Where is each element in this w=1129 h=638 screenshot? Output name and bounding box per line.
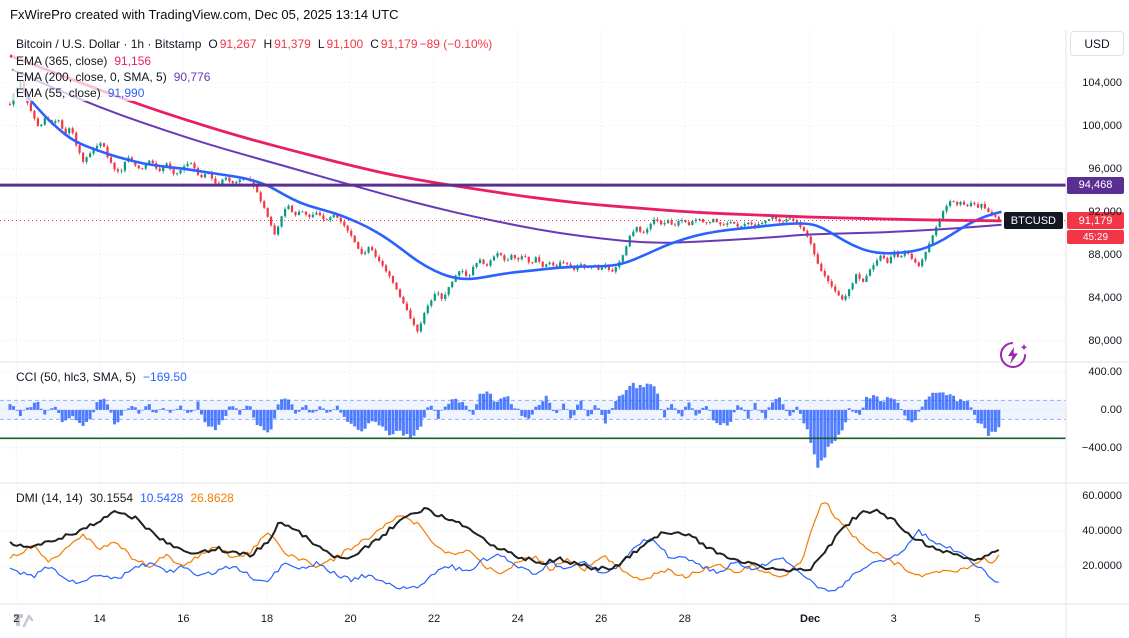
price-axis-label[interactable]: 104,000: [1082, 76, 1122, 89]
symbol-legend[interactable]: Bitcoin / U.S. Dollar · 1h · Bitstamp O …: [12, 36, 497, 52]
change-value: −89 (−0.10%): [419, 37, 493, 51]
high-label: H: [263, 37, 273, 51]
ema55-value: 91,990: [107, 86, 145, 100]
dmi-plus-value: 10.5428: [140, 491, 184, 505]
tradingview-logo[interactable]: [12, 608, 34, 630]
cci-axis-label[interactable]: −400.00: [1081, 441, 1122, 454]
page-title: FxWirePro created with TradingView.com, …: [10, 7, 399, 22]
price-badge: 91,179: [1067, 212, 1124, 229]
time-axis-label[interactable]: 2: [13, 613, 20, 625]
low-label: L: [317, 37, 325, 51]
countdown-badge: 45:29: [1067, 230, 1124, 244]
symbol-title: Bitcoin / U.S. Dollar · 1h · Bitstamp: [16, 37, 202, 51]
price-axis-label[interactable]: 96,000: [1088, 162, 1122, 175]
cci-label: CCI (50, hlc3, SMA, 5): [16, 370, 137, 384]
ema200-value: 90,776: [173, 70, 211, 84]
price-axis-label[interactable]: 88,000: [1088, 248, 1122, 261]
low-value: 91,100: [326, 37, 364, 51]
dmi-adx-value: 30.1554: [89, 491, 134, 505]
countdown-value: 45:29: [1082, 231, 1109, 243]
ema55-label: EMA (55, close): [16, 86, 101, 100]
price-axis-label[interactable]: 84,000: [1088, 291, 1122, 304]
dmi-legend[interactable]: DMI (14, 14) 30.1554 10.5428 26.8628: [12, 490, 238, 506]
price-axis-label[interactable]: 100,000: [1082, 119, 1122, 132]
open-label: O: [208, 37, 218, 51]
price-axis-label[interactable]: 80,000: [1088, 334, 1122, 347]
time-axis-label[interactable]: 14: [93, 613, 106, 625]
cci-axis-label[interactable]: 400.00: [1088, 365, 1122, 378]
time-axis-label[interactable]: 24: [511, 613, 524, 625]
time-axis-label[interactable]: 3: [890, 613, 897, 625]
cci-axis-label[interactable]: 0.00: [1100, 403, 1122, 416]
ema365-legend[interactable]: EMA (365, close) 91,156: [12, 53, 156, 69]
ema365-value: 91,156: [114, 54, 152, 68]
high-value: 91,379: [274, 37, 311, 51]
cci-value: −169.50: [143, 370, 187, 384]
ticker-badge[interactable]: BTCUSD: [1003, 212, 1063, 229]
flash-boost-icon[interactable]: [996, 340, 1030, 372]
close-label: C: [370, 37, 379, 51]
ticker-badge-value: BTCUSD: [1010, 214, 1056, 227]
dmi-axis-label[interactable]: 60.0000: [1082, 489, 1122, 502]
dmi-axis-label[interactable]: 20.0000: [1082, 559, 1122, 572]
time-axis-label[interactable]: 22: [427, 613, 441, 625]
price-axis-label[interactable]: 92,000: [1088, 205, 1122, 218]
level-badge-value: 94,468: [1078, 179, 1113, 192]
ema200-label: EMA (200, close, 0, SMA, 5): [16, 70, 167, 84]
level-badge: 94,468: [1067, 176, 1124, 194]
time-axis-label[interactable]: 18: [260, 613, 274, 625]
time-axis-label[interactable]: Dec: [800, 613, 821, 625]
time-axis-label[interactable]: 16: [177, 613, 190, 625]
time-axis-label[interactable]: 26: [595, 613, 608, 625]
close-value: 91,179: [380, 37, 418, 51]
time-axis-label[interactable]: 28: [678, 613, 691, 625]
open-value: 91,267: [219, 37, 257, 51]
currency-button[interactable]: USD: [1070, 31, 1124, 56]
time-axis-label[interactable]: 20: [344, 613, 357, 625]
dmi-label: DMI (14, 14): [16, 491, 83, 505]
dmi-minus-value: 26.8628: [190, 491, 234, 505]
ema200-legend[interactable]: EMA (200, close, 0, SMA, 5) 90,776: [12, 69, 215, 85]
ema55-legend[interactable]: EMA (55, close) 91,990: [12, 85, 149, 101]
dmi-axis-label[interactable]: 40.0000: [1082, 524, 1122, 537]
time-axis-label[interactable]: 5: [974, 613, 981, 625]
price-badge-value: 91,179: [1078, 214, 1113, 227]
ema365-label: EMA (365, close): [16, 54, 108, 68]
cci-legend[interactable]: CCI (50, hlc3, SMA, 5) −169.50: [12, 369, 191, 385]
